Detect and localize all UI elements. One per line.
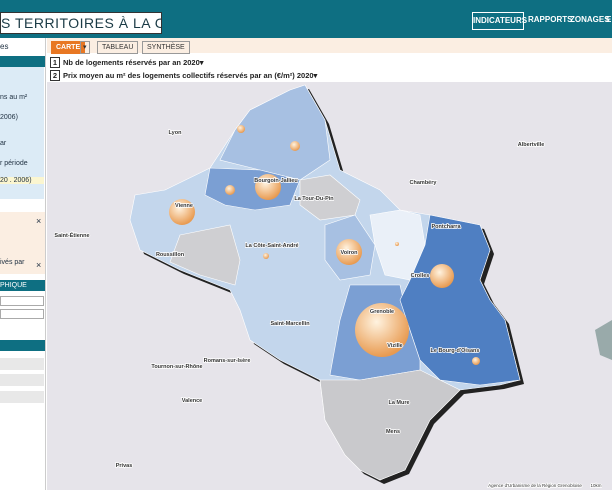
bubbles [169,125,480,365]
bubble[interactable] [395,242,399,246]
bubble[interactable] [355,303,409,357]
tab[interactable]: TABLEAU [97,41,139,54]
nav-link[interactable]: INDICATEURS [472,12,527,30]
tab-dropdown[interactable]: ▾ [80,41,90,54]
list-item[interactable]: ns au m² [0,94,28,101]
layer-label: Prix moyen au m² des logements collectif… [63,71,295,80]
place-label: Vienne [175,203,193,209]
select[interactable] [0,296,44,306]
place-label: Bourgoin-Jallieu [254,178,297,184]
bubble[interactable] [169,199,195,225]
place-label: Pontcharra [431,224,461,230]
map[interactable]: Lyon Albertville Chambéry Bourgoin-Jalli… [47,82,612,490]
layer-item: ivés par [0,259,25,266]
place-label: Crolles [411,273,430,279]
place-label: Romans-sur-Isère [204,358,251,364]
layer-year[interactable]: 2020 [296,71,314,80]
place-label: Albertville [518,142,545,148]
layer-year[interactable]: 2020 [183,58,200,67]
bubble[interactable] [237,125,245,133]
row [0,391,44,403]
place-label: Privas [116,463,133,469]
tab[interactable]: CARTE [51,41,86,54]
list-item[interactable]: 20 . 2006) [0,177,44,184]
layer-index: 1 [50,57,60,68]
layer-line: 1 Nb de logements réservés par an 2020▾ [50,57,204,68]
section-bar: PHIQUE [0,280,45,291]
nav-link[interactable]: ZONAGES [570,15,610,24]
layer-line: 2 Prix moyen au m² des logements collecti… [50,70,317,81]
tab[interactable]: SYNTHÈSE [142,41,190,54]
zone [319,369,461,481]
place-label: Chambéry [410,180,438,186]
bubble[interactable] [336,239,362,265]
place-label: Mens [386,429,400,435]
place-label: Tournon-sur-Rhône [151,364,202,370]
list-item[interactable]: ar [0,140,7,147]
nav-link[interactable]: E [606,15,612,24]
bubble[interactable] [263,253,269,259]
layer-index: 2 [50,70,60,81]
bubble[interactable] [430,264,454,288]
bubble[interactable] [255,174,281,200]
attribution: Agence d'Urbanisme de la Région Grenoblo… [488,483,582,488]
zone [399,214,521,386]
scale-label: 10km [590,483,601,488]
neighbor-area [595,320,612,360]
bubble[interactable] [290,141,300,151]
place-label: Le Bourg-d'Oisans [431,348,480,354]
place-label: Voiron [340,250,358,256]
app-title: S TERRITOIRES À LA CARTE [0,12,162,34]
place-label: La Mure [388,400,409,406]
list-item[interactable]: 2006) [0,114,18,121]
layer-panel [0,212,45,274]
bubble[interactable] [472,357,480,365]
section-bar [0,340,45,351]
sidebar-heading: es [0,42,9,51]
sidebar: es ns au m² 2006) ar r période 20 . 2006… [0,38,46,490]
layer-label: Nb de logements réservés par an [63,58,181,67]
place-label: Saint-Étienne [54,231,89,239]
sidebar-bar [0,56,45,67]
nav-link[interactable]: RAPPORTS [528,15,573,24]
place-label: Grenoble [370,309,394,315]
place-label: La Tour-Du-Pin [294,196,334,202]
place-label: Valence [182,398,203,404]
place-label: La Côte-Saint-André [245,243,298,249]
close-button[interactable]: × [36,216,42,226]
row [0,374,44,386]
row [0,358,44,370]
list-item[interactable]: r période [0,160,28,167]
place-label: Vizille [387,343,403,349]
zone [169,224,241,286]
place-label: Lyon [169,130,183,136]
zone [219,84,331,181]
place-label: Saint-Marcellin [270,321,310,327]
place-label: Roussillon [156,252,185,258]
select[interactable] [0,309,44,319]
close-button[interactable]: × [36,260,42,270]
bubble[interactable] [225,185,235,195]
